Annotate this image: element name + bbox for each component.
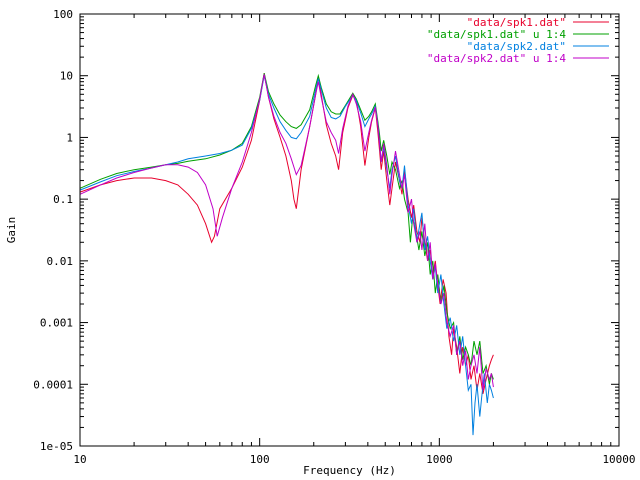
y-tick-label: 0.1: [53, 193, 73, 206]
y-tick-label: 1e-05: [40, 440, 73, 453]
x-tick-label: 100: [250, 453, 270, 466]
y-tick-label: 100: [53, 8, 73, 21]
x-axis-label: Frequency (Hz): [303, 464, 396, 477]
y-tick-label: 0.0001: [33, 378, 73, 391]
x-tick-label: 10000: [602, 453, 635, 466]
y-tick-label: 0.01: [47, 255, 74, 268]
x-tick-label: 1000: [426, 453, 453, 466]
y-axis-label: Gain: [5, 217, 18, 244]
y-tick-label: 1: [66, 131, 73, 144]
legend-label-1: "data/spk1.dat": [467, 16, 566, 29]
tick-labels: 10 100 1000 10000 100 10 1 0.1 0.01 0.001 0.0001 1e…: [33, 8, 635, 466]
series-lines: [79, 73, 494, 436]
x-tick-label: 10: [73, 453, 86, 466]
plot-frame: [79, 13, 620, 447]
legend-label-2: "data/spk1.dat" u 1:4: [427, 28, 566, 41]
legend: "data/spk1.dat""data/spk1.dat" u 1:4"dat…: [427, 16, 609, 65]
tick-marks: [79, 14, 619, 447]
legend-label-3: "data/spk2.dat": [467, 40, 566, 53]
y-tick-label: 10: [60, 70, 73, 83]
legend-label-4: "data/spk2.dat" u 1:4: [427, 52, 566, 65]
series-line-4: [79, 74, 494, 391]
y-tick-label: 0.001: [40, 317, 73, 330]
